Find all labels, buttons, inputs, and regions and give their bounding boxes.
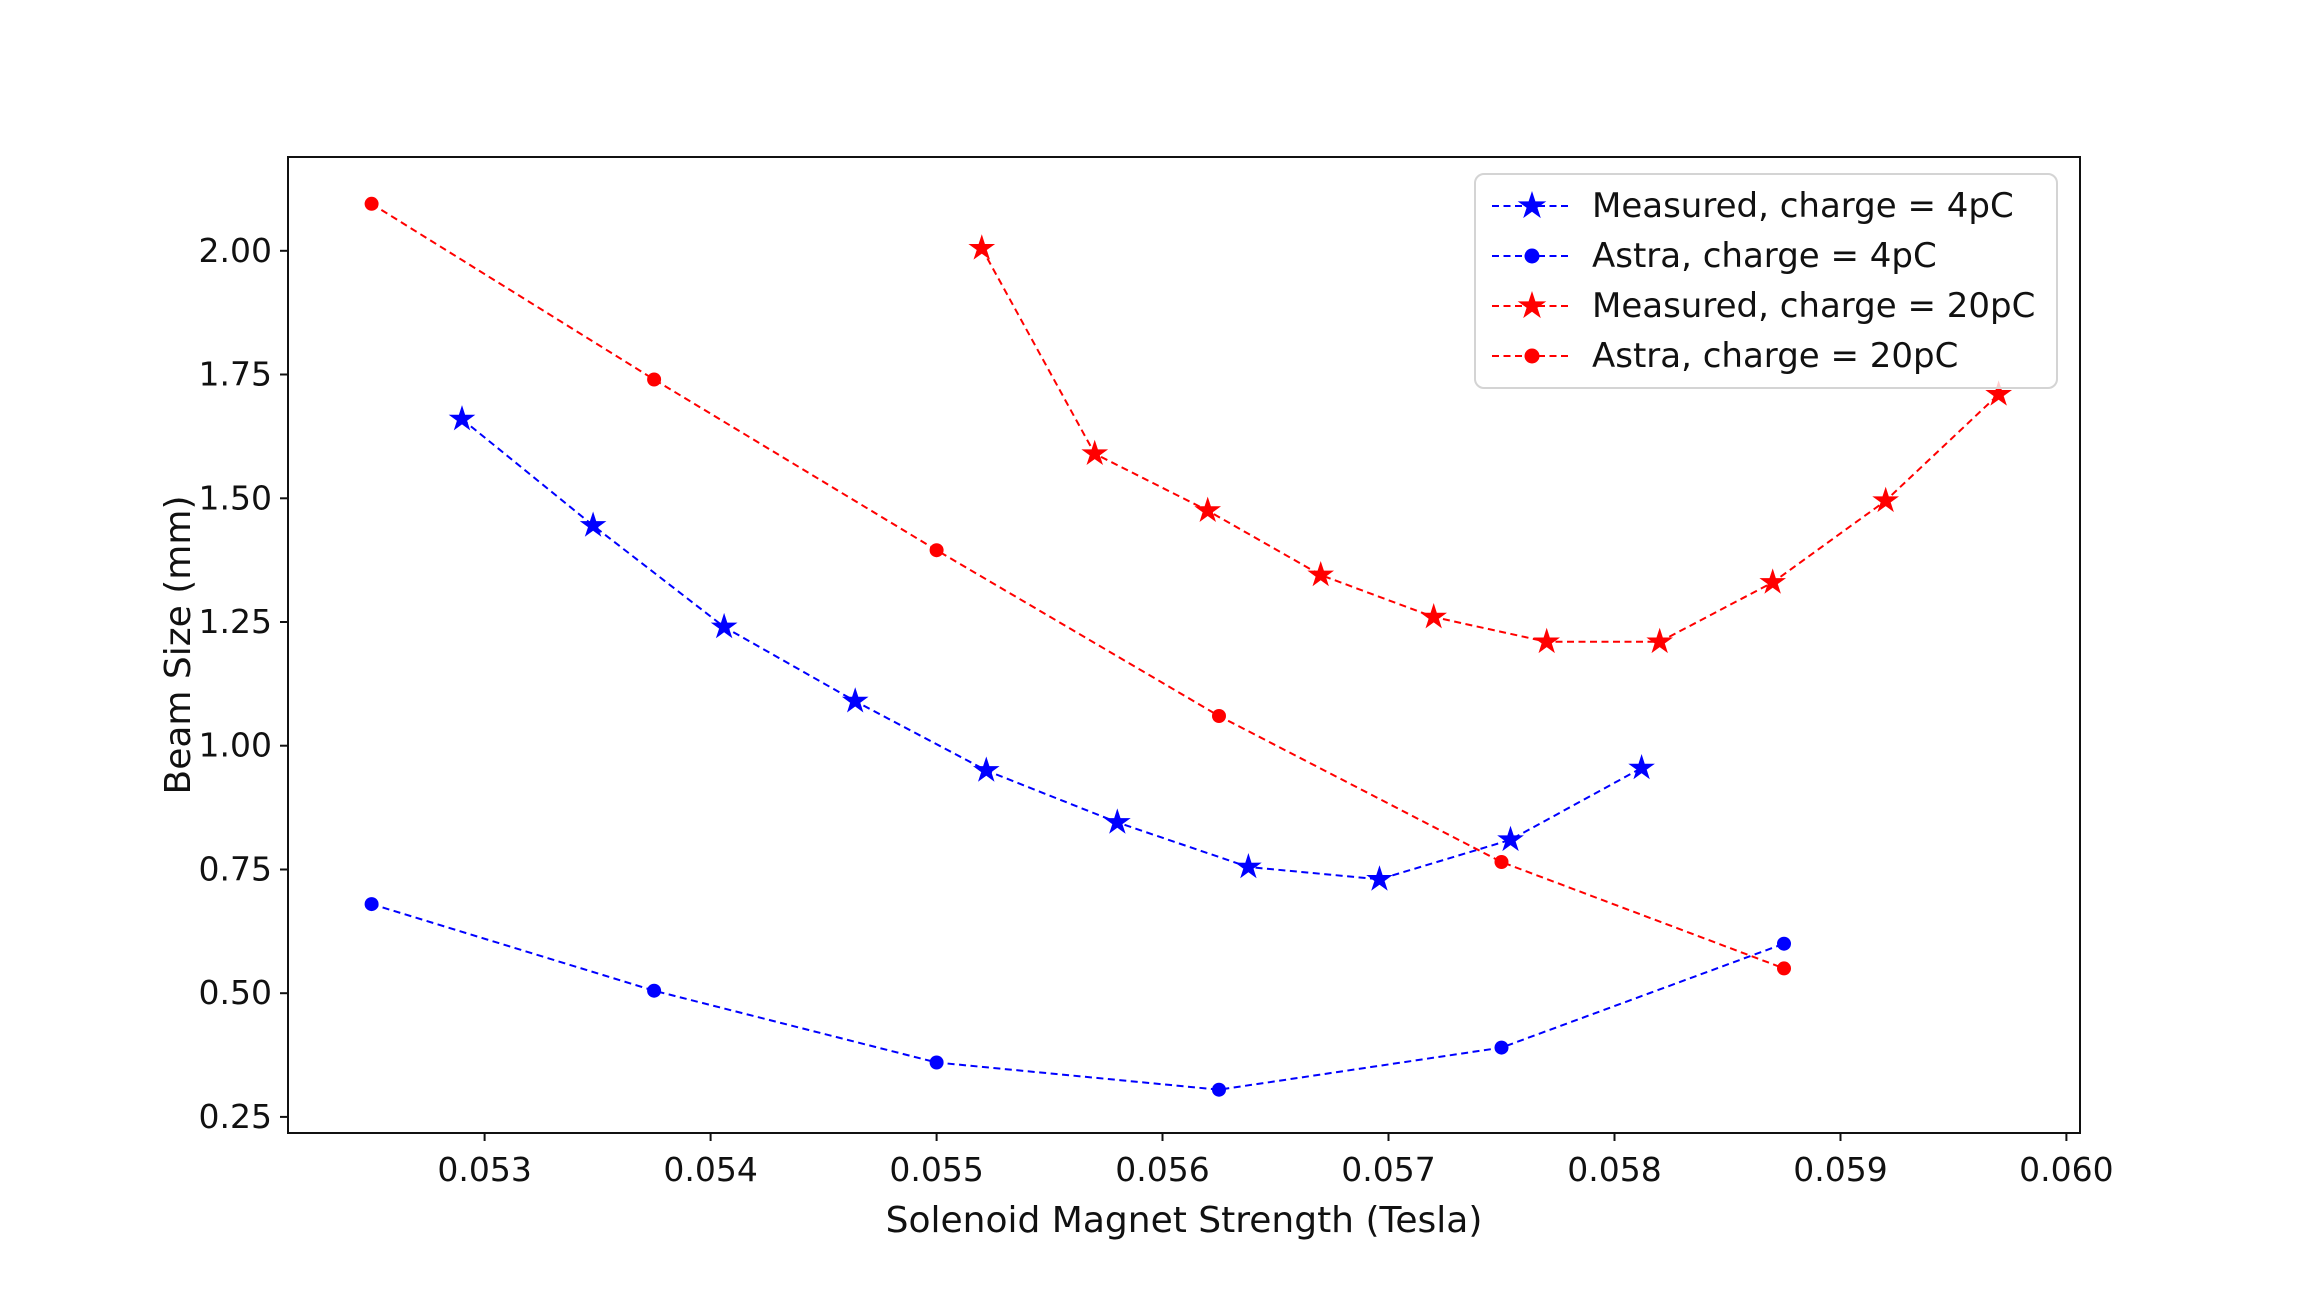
y-tick-label: 2.00 [199, 231, 272, 270]
legend-label: Measured, charge = 20pC [1592, 286, 2036, 326]
x-tick-label: 0.056 [1115, 1150, 1209, 1189]
series-line-astra-4pc [371, 903, 1785, 1091]
legend-sample-astra-20pc [1492, 348, 1572, 364]
measured-4pc-star-marker [973, 756, 1000, 782]
astra-4pc-circle-marker [1494, 1040, 1509, 1055]
legend-star-marker-icon [1517, 291, 1547, 319]
y-tick-label: 1.50 [199, 478, 272, 517]
measured-20pc-star-marker [1872, 486, 1899, 513]
measured-4pc-star-marker [1366, 865, 1393, 891]
measured-20pc-star-marker [1307, 561, 1334, 587]
astra-20pc-circle-marker [1494, 855, 1509, 869]
legend-item-measured-20pc: Measured, charge = 20pC [1490, 281, 2046, 331]
x-tick-label: 0.060 [2019, 1150, 2113, 1189]
series-line-measured-20pc [980, 247, 2000, 643]
measured-20pc-star-marker [1081, 439, 1109, 465]
plot-border [287, 156, 2081, 1134]
measured-4pc-star-marker [1235, 853, 1262, 879]
legend-item-measured-4pc: Measured, charge = 4pC [1490, 181, 2046, 231]
measured-20pc-star-marker [1420, 603, 1447, 629]
measured-20pc-star-marker [1194, 496, 1221, 522]
astra-4pc-circle-marker [647, 983, 662, 998]
y-tick-label: 1.00 [199, 726, 272, 765]
x-tick-label: 0.059 [1793, 1150, 1887, 1189]
y-tick-label: 0.75 [199, 850, 272, 889]
legend-item-astra-20pc: Astra, charge = 20pC [1490, 331, 2046, 381]
measured-4pc-star-marker [448, 405, 476, 431]
astra-20pc-circle-marker [647, 372, 662, 387]
astra-4pc-circle-marker [364, 897, 379, 912]
legend: Measured, charge = 4pC Astra, charge = 4p… [1474, 173, 2058, 389]
legend-sample-measured-4pc [1492, 191, 1572, 219]
y-tick-label: 0.50 [199, 973, 272, 1012]
x-tick-label: 0.053 [437, 1150, 531, 1189]
astra-4pc-circle-marker [1212, 1082, 1226, 1097]
legend-label: Astra, charge = 20pC [1592, 336, 1959, 376]
y-tick-label: 1.75 [199, 355, 272, 394]
x-tick-label: 0.055 [889, 1150, 983, 1189]
legend-circle-marker-icon [1524, 348, 1540, 364]
astra-4pc-circle-marker [929, 1055, 944, 1070]
astra-20pc-circle-marker [364, 196, 379, 211]
legend-star-marker-icon [1517, 191, 1547, 219]
measured-20pc-star-marker [1985, 380, 2012, 406]
measured-4pc-star-marker [579, 511, 607, 537]
series-line-measured-4pc [461, 418, 1643, 881]
astra-4pc-circle-marker [1777, 936, 1791, 951]
legend-sample-measured-20pc [1492, 291, 1572, 319]
legend-item-astra-4pc: Astra, charge = 4pC [1490, 231, 2046, 281]
legend-sample-astra-4pc [1492, 248, 1572, 264]
legend-circle-marker-icon [1524, 248, 1540, 264]
x-tick-label: 0.057 [1341, 1150, 1435, 1189]
measured-4pc-star-marker [1497, 825, 1524, 852]
x-axis-label: Solenoid Magnet Strength (Tesla) [886, 1200, 1483, 1241]
measured-4pc-star-marker [841, 687, 869, 713]
series-line-astra-20pc [371, 202, 1785, 970]
measured-4pc-star-marker [1628, 754, 1655, 780]
legend-label: Measured, charge = 4pC [1592, 186, 2014, 226]
measured-20pc-star-marker [1759, 568, 1786, 594]
y-tick-label: 1.25 [199, 602, 272, 641]
legend-label: Astra, charge = 4pC [1592, 236, 1937, 276]
x-tick-label: 0.058 [1567, 1150, 1661, 1189]
measured-4pc-star-marker [1104, 808, 1131, 834]
measured-20pc-star-marker [968, 234, 996, 260]
astra-20pc-circle-marker [1777, 961, 1791, 976]
measured-20pc-star-marker [1646, 627, 1673, 654]
measured-4pc-star-marker [710, 612, 738, 639]
y-tick-label: 0.25 [199, 1097, 272, 1136]
measured-20pc-star-marker [1533, 627, 1560, 654]
astra-20pc-circle-marker [929, 543, 944, 558]
x-tick-label: 0.054 [663, 1150, 757, 1189]
y-axis-label: Beam Size (mm) [158, 496, 199, 795]
astra-20pc-circle-marker [1212, 709, 1226, 723]
